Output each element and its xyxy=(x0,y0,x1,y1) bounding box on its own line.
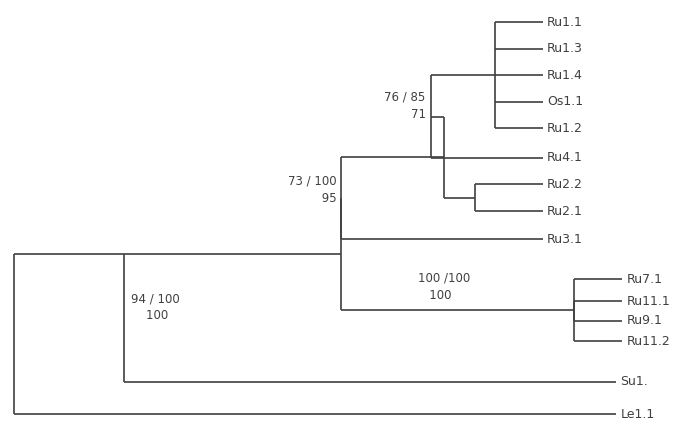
Text: Le1.1: Le1.1 xyxy=(621,408,654,421)
Text: 100 /100
   100: 100 /100 100 xyxy=(418,272,470,302)
Text: Ru9.1: Ru9.1 xyxy=(627,314,662,327)
Text: 94 / 100
    100: 94 / 100 100 xyxy=(130,293,179,322)
Text: Ru1.3: Ru1.3 xyxy=(547,42,583,55)
Text: Su1.: Su1. xyxy=(621,375,648,388)
Text: Ru11.1: Ru11.1 xyxy=(627,295,671,308)
Text: Ru1.2: Ru1.2 xyxy=(547,122,583,135)
Text: Ru2.2: Ru2.2 xyxy=(547,178,583,191)
Text: Ru11.2: Ru11.2 xyxy=(627,335,671,348)
Text: Ru1.1: Ru1.1 xyxy=(547,16,583,29)
Text: Ru3.1: Ru3.1 xyxy=(547,233,583,246)
Text: 76 / 85
    71: 76 / 85 71 xyxy=(385,91,426,121)
Text: Os1.1: Os1.1 xyxy=(547,95,583,108)
Text: Ru2.1: Ru2.1 xyxy=(547,204,583,217)
Text: Ru1.4: Ru1.4 xyxy=(547,69,583,82)
Text: Ru7.1: Ru7.1 xyxy=(627,273,663,286)
Text: 73 / 100
     95: 73 / 100 95 xyxy=(287,174,336,205)
Text: Ru4.1: Ru4.1 xyxy=(547,151,583,164)
